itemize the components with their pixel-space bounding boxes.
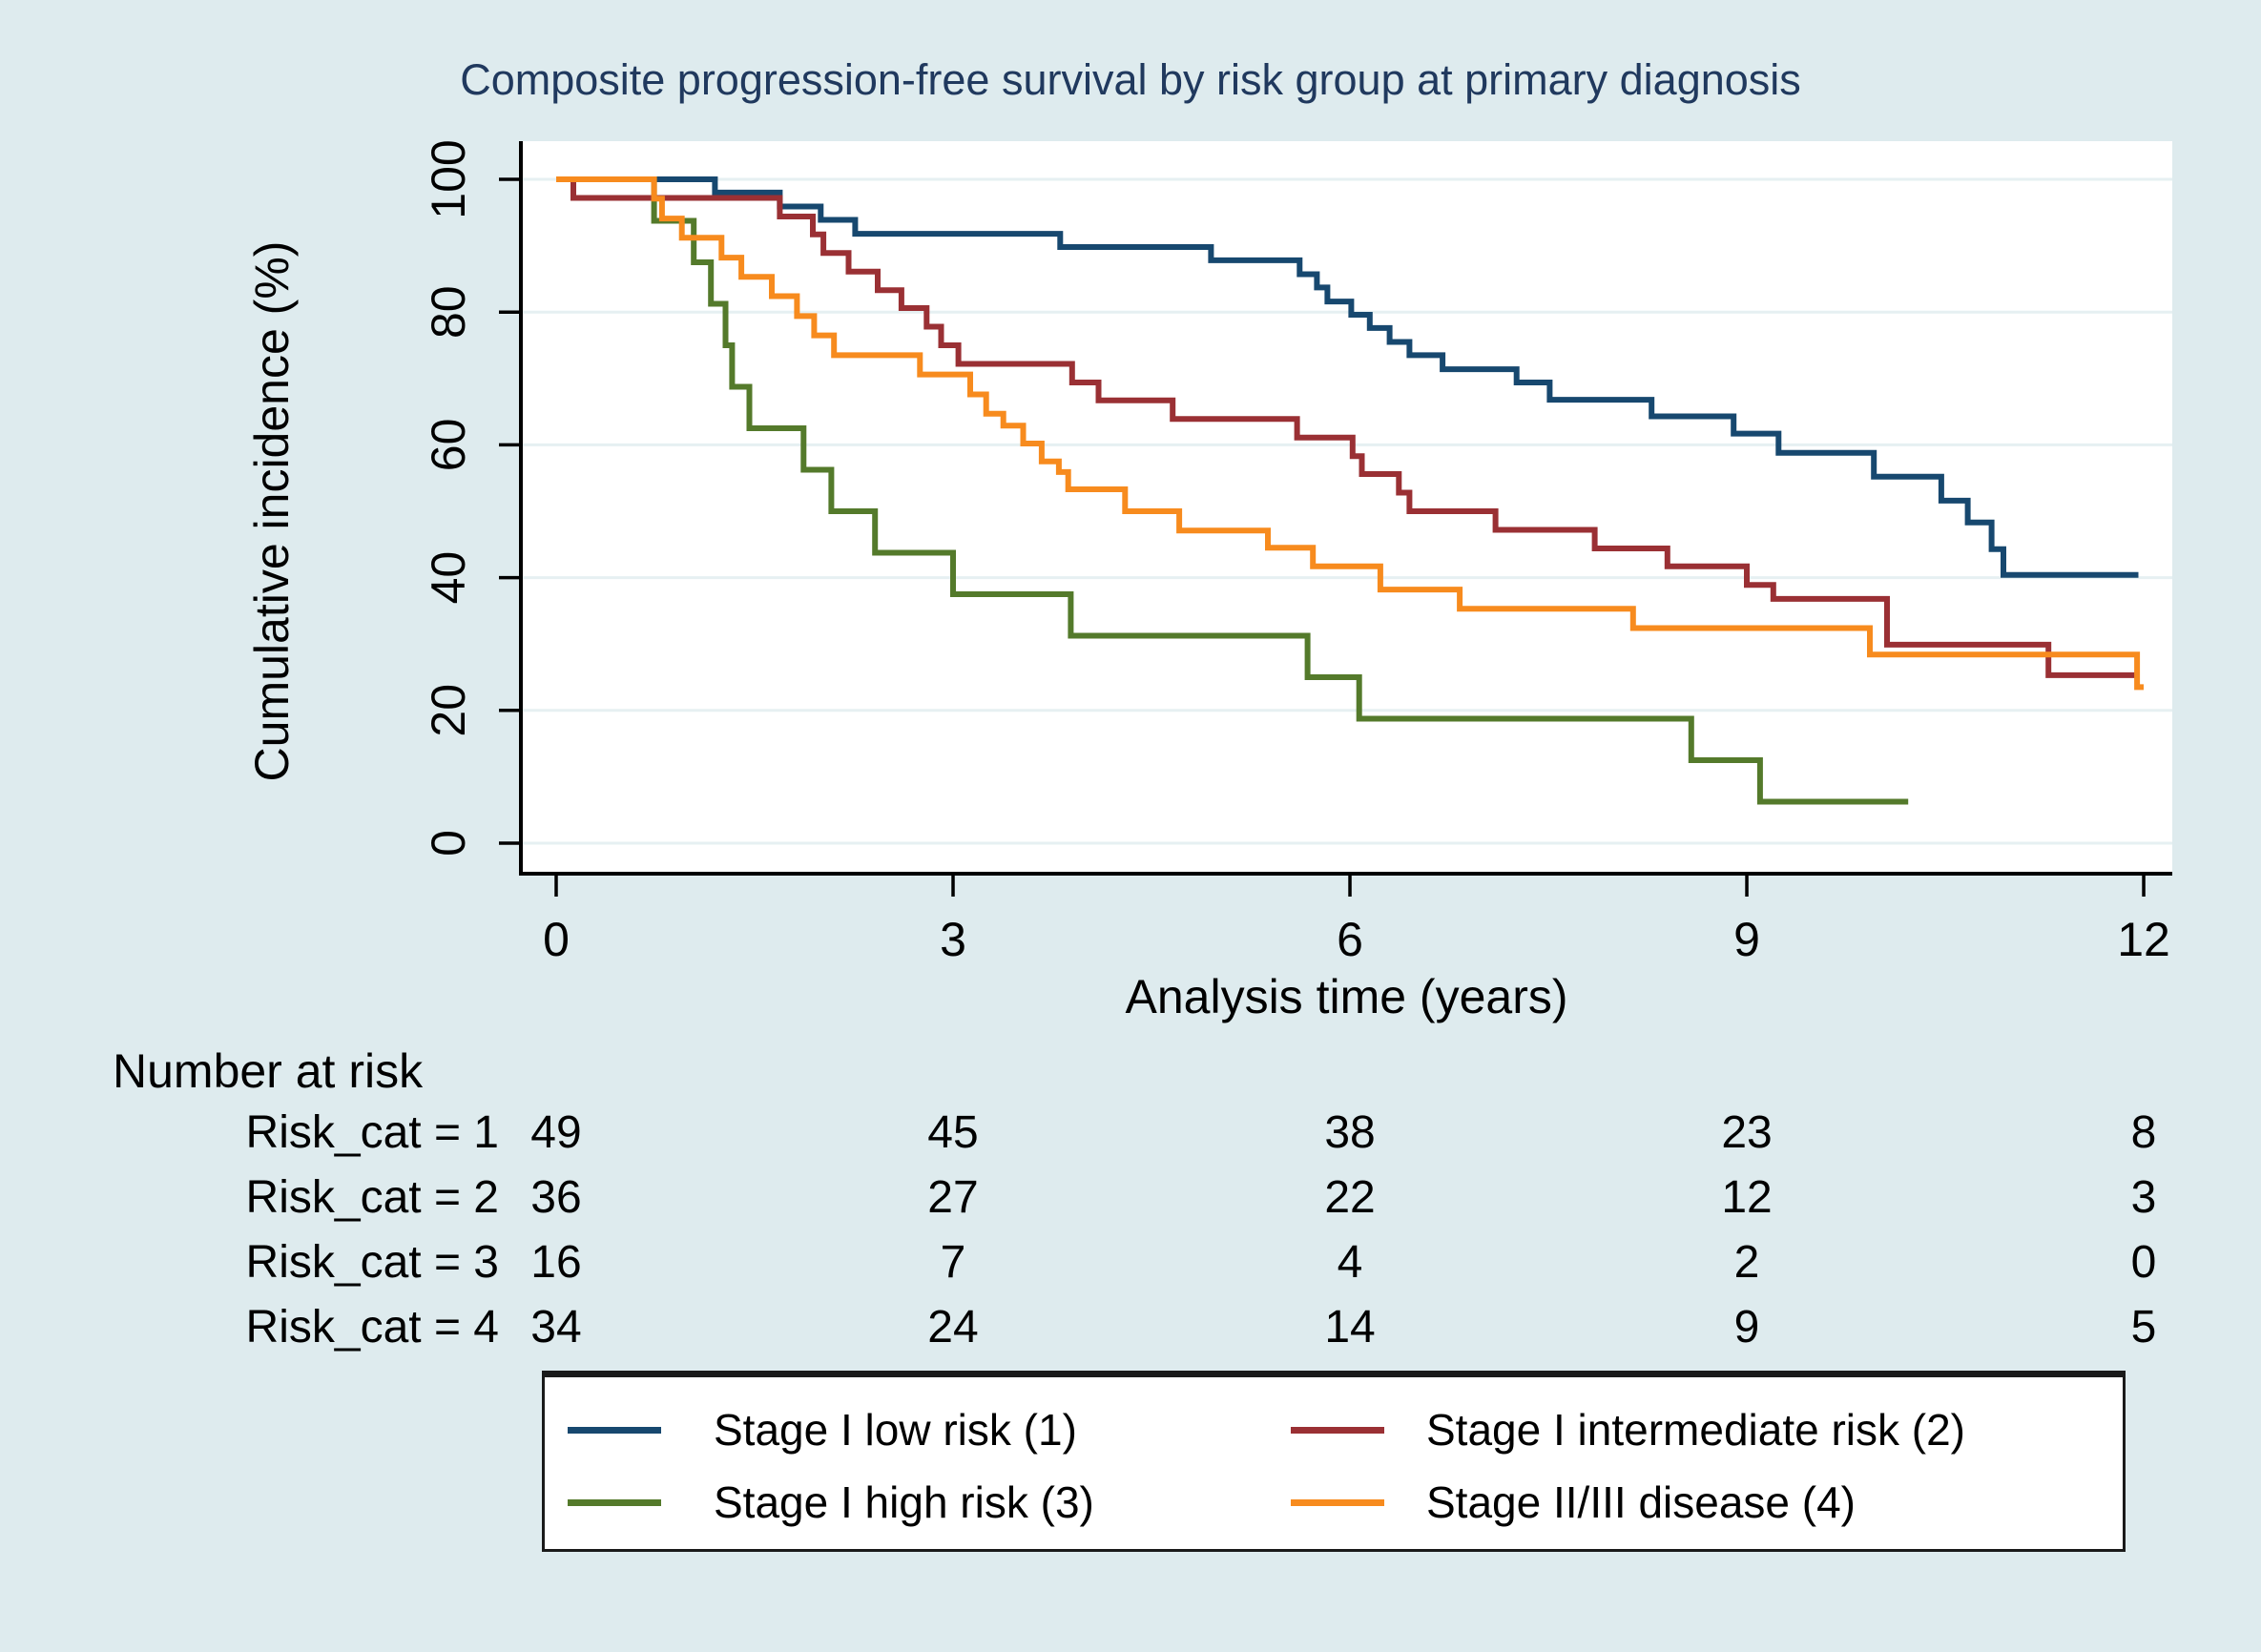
risk-row-label-3: Risk_cat = 3 [245, 1237, 499, 1288]
risk-count-r4-t0: 34 [530, 1302, 582, 1353]
x-tick-label-6: 6 [1337, 913, 1363, 966]
x-axis-title: Analysis time (years) [1126, 970, 1568, 1023]
legend-swatch-3 [568, 1499, 661, 1506]
curve-series-1 [556, 176, 2139, 578]
risk-count-r2-t9: 12 [1721, 1172, 1773, 1223]
y-tick-label-20: 20 [422, 684, 475, 737]
risk-count-r3-t6: 4 [1337, 1237, 1363, 1288]
risk-count-r2-t3: 27 [927, 1172, 979, 1223]
y-tick-label-80: 80 [422, 285, 475, 339]
legend-label-2: Stage I intermediate risk (2) [1426, 1405, 1966, 1455]
curve-series-4 [556, 176, 2144, 691]
risk-count-r2-t12: 3 [2130, 1172, 2157, 1223]
risk-count-r2-t6: 22 [1324, 1172, 1376, 1223]
y-tick-label-0: 0 [422, 830, 475, 857]
legend-swatch-4 [1291, 1499, 1384, 1506]
risk-count-r4-t12: 5 [2130, 1302, 2157, 1353]
curve-series-2 [556, 176, 2136, 678]
curve-series-3 [556, 176, 1909, 805]
legend-swatch-2 [1291, 1427, 1384, 1434]
legend-label-1: Stage I low risk (1) [714, 1405, 1077, 1455]
risk-count-r1-t0: 49 [530, 1107, 582, 1158]
x-tick-label-3: 3 [940, 913, 966, 966]
risk-count-r1-t9: 23 [1721, 1107, 1773, 1158]
plot-area [521, 141, 2172, 874]
risk-count-r3-t0: 16 [530, 1237, 582, 1288]
legend-label-3: Stage I high risk (3) [714, 1477, 1094, 1527]
risk-row-label-2: Risk_cat = 2 [245, 1172, 499, 1223]
x-tick-label-9: 9 [1733, 913, 1760, 966]
risk-count-r3-t3: 7 [940, 1237, 966, 1288]
legend-swatch-1 [568, 1427, 661, 1434]
x-tick-label-0: 0 [543, 913, 570, 966]
risk-count-r3-t9: 2 [1733, 1237, 1760, 1288]
number-at-risk-header: Number at risk [113, 1044, 424, 1098]
x-tick-label-12: 12 [2117, 913, 2170, 966]
risk-count-r1-t12: 8 [2130, 1107, 2157, 1158]
legend-label-4: Stage II/III disease (4) [1426, 1477, 1857, 1527]
legend: Stage I low risk (1) Stage I intermediate… [542, 1371, 2126, 1552]
risk-count-r4-t9: 9 [1733, 1302, 1760, 1353]
risk-count-r4-t6: 14 [1324, 1302, 1376, 1353]
risk-count-r2-t0: 36 [530, 1172, 582, 1223]
risk-row-label-1: Risk_cat = 1 [245, 1107, 499, 1158]
risk-count-r3-t12: 0 [2130, 1237, 2157, 1288]
y-tick-label-60: 60 [422, 419, 475, 472]
risk-count-r1-t3: 45 [927, 1107, 979, 1158]
y-tick-label-40: 40 [422, 551, 475, 605]
y-tick-label-100: 100 [422, 139, 475, 218]
risk-row-label-4: Risk_cat = 4 [245, 1302, 499, 1353]
risk-count-r1-t6: 38 [1324, 1107, 1376, 1158]
chart-title: Composite progression-free survival by r… [460, 55, 1801, 104]
risk-count-r4-t3: 24 [927, 1302, 979, 1353]
y-axis-title: Cumulative incidence (%) [245, 241, 299, 782]
